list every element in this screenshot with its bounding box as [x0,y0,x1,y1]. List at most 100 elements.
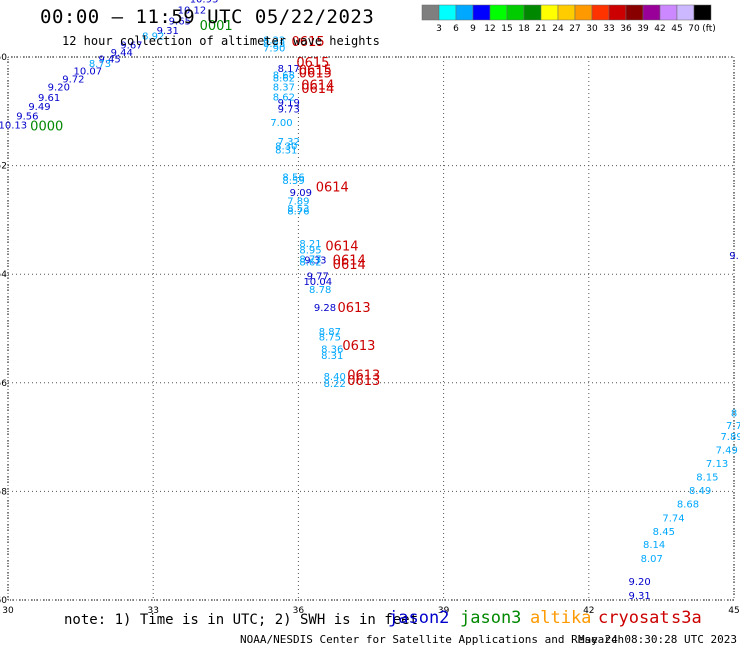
data-label-s3a: 8.23 [263,39,285,50]
data-label-s3a: 8.95 [299,246,321,257]
data-label-s3a: 8.62 [299,258,321,269]
data-label-s3a: 8.31 [275,146,297,157]
data-label-jason2: 9.20 [48,83,70,94]
data-label-jason2: 9.33 [304,255,326,266]
data-label-s3a: 8.78 [309,285,331,296]
data-label-s3a: 8.22 [324,379,346,390]
footer-note: note: 1) Time is in UTC; 2) SWH is in fe… [64,612,419,628]
legend-swatch [642,4,661,21]
legend-label: 3 [436,24,442,34]
data-label-cryosat: 0614 [301,82,334,97]
legend-label: 18 [518,24,530,34]
data-label-jason2: 10.04 [303,277,332,288]
data-label-jason3: 0000 [30,119,63,134]
data-label-jason2: 9.28 [314,303,336,314]
data-label-s3a: 7.49 [716,445,738,456]
legend-label: 42 [654,24,665,34]
data-label-cryosat: 0614 [325,239,358,254]
legend-label: 70 [688,24,700,34]
data-label-cryosat: 0615 [296,56,329,71]
legend-label: 39 [637,24,649,34]
data-label-jason2: 9.72 [62,75,84,86]
x-tick-label: 33 [147,606,158,616]
y-tick-label: -56 [0,379,7,389]
footer-date: May 24 08:30:28 UTC 2023 [578,633,737,646]
data-label-s3a: 8.21 [299,239,321,250]
legend-swatch [489,4,508,21]
data-label-jason2: 9.77 [307,272,329,283]
x-tick-label: 45 [728,606,739,616]
data-label-s3a: 8.87 [319,327,341,338]
legend-label: 45 [671,24,682,34]
data-label-s3a: 8.07 [641,554,663,565]
data-label-jason3: 0001 [200,19,233,34]
y-tick-label: -54 [0,270,7,280]
data-label-jason2: 10.13 [0,121,27,132]
data-label-s3a: 7.00 [270,118,292,129]
data-label-s3a: 8.49 [689,486,711,497]
data-label-s3a: 8.76 [287,206,309,217]
x-tick-label: 30 [2,606,14,616]
data-label-s3a: 8.92 [142,32,164,43]
data-label-jason2: 9.31 [157,26,179,37]
data-label-jason2: 9.45 [99,54,121,65]
data-label-s3a: 8.30 [275,141,297,152]
legend-label: 21 [535,24,546,34]
data-label-s3a: 7.89 [287,197,309,208]
legend-swatch [540,4,559,21]
data-label-s3a: 8.73 [89,59,111,70]
data-label-cryosat: 0615 [299,67,332,82]
data-label-s3a: 7.89 [720,432,740,443]
data-label-s3a: 8.56 [282,172,304,183]
data-label-s3a: 8.77 [299,254,321,265]
data-label-s3a: 8.53 [287,204,309,215]
data-label-jason2: 10.12 [178,6,207,17]
footer-credit: NOAA/NESDIS Center for Satellite Applica… [240,633,625,646]
legend-label: 36 [620,24,632,34]
data-label-cryosat: 0615 [299,63,332,78]
legend-swatch [693,4,712,21]
legend-label: 30 [586,24,598,34]
data-label-jason2: 9. [729,251,739,262]
data-label-jason2: 9.56 [16,111,38,122]
data-label-s3a: 7.74 [662,513,684,524]
x-tick-label: 39 [438,606,450,616]
data-label-jason2: 10.07 [74,66,103,77]
data-label-jason2: 9.09 [290,188,312,199]
data-label-cryosat: 0613 [342,339,375,354]
data-label-s3a: 8 [731,408,737,419]
data-label-cryosat: 0614 [333,258,366,273]
data-label-s3a: 8.22 [263,35,285,46]
data-label-cryosat: 0613 [347,374,380,389]
data-label-jason2: 9.20 [628,577,650,588]
y-tick-label: -60 [0,596,7,606]
legend-label: 12 [484,24,495,34]
data-label-s3a: 8.14 [643,540,665,551]
data-label-s3a: 8.37 [273,83,295,94]
data-label-s3a: 8.36 [321,344,343,355]
legend-swatch [421,4,440,21]
data-label-s3a: 8.62 [273,73,295,84]
x-tick-label: 36 [293,606,305,616]
data-label-s3a: 8.68 [677,500,699,511]
satellite-name-jason3: jason3 [460,608,522,628]
data-label-jason2: 9.73 [278,104,300,115]
satellite-name-altika: altika [530,608,592,628]
x-tick-label: 42 [583,606,594,616]
data-label-s3a: 8.15 [696,473,718,484]
data-label-cryosat: 0613 [338,301,371,316]
data-label-jason2: 9.67 [120,40,142,51]
y-tick-label: -52 [0,162,7,172]
legend-swatch [659,4,678,21]
legend-label: 33 [603,24,614,34]
legend-swatch [438,4,457,21]
data-label-s3a: 8.75 [319,332,341,343]
y-tick-label: -50 [0,53,7,63]
data-label-cryosat: 0614 [333,253,366,268]
legend-swatch [676,4,695,21]
data-label-s3a: 7.32 [278,137,300,148]
legend-label: (ft) [702,24,716,34]
legend-swatch [472,4,491,21]
data-label-jason2: 9.19 [278,98,300,109]
chart-title: 00:00 – 11:59 UTC 05/22/2023 [40,6,375,28]
